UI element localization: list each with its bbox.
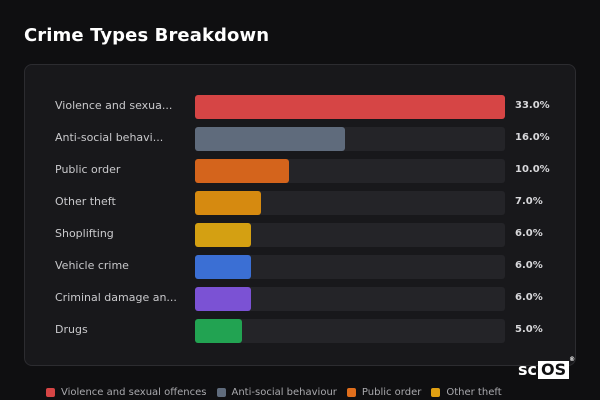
bar-row: Shoplifting 6.0% xyxy=(25,223,575,247)
legend-item[interactable]: Anti-social behaviour xyxy=(216,387,337,398)
bar-category-label: Criminal damage an... xyxy=(55,291,177,304)
logo-registered-mark: ® xyxy=(569,356,576,363)
legend-label: Violence and sexual offences xyxy=(61,387,207,398)
legend-item[interactable]: Public order xyxy=(346,387,422,398)
bar-track xyxy=(195,223,505,247)
bar-track xyxy=(195,255,505,279)
bar-value-label: 6.0% xyxy=(515,228,543,239)
legend-swatch xyxy=(46,388,55,397)
bar[interactable] xyxy=(195,319,242,343)
legend-label: Other theft xyxy=(446,387,502,398)
bar-category-label: Anti-social behavi... xyxy=(55,131,164,144)
bar-row: Public order 10.0% xyxy=(25,159,575,183)
bar-category-label: Public order xyxy=(55,163,121,176)
bar-track xyxy=(195,191,505,215)
legend-swatch xyxy=(216,388,226,397)
bar-value-label: 6.0% xyxy=(515,292,543,303)
legend-swatch xyxy=(431,388,441,397)
logo-sc-text: sc xyxy=(518,360,538,379)
bar-category-label: Drugs xyxy=(55,323,88,336)
legend-item[interactable]: Other theft xyxy=(431,387,502,398)
bar-row: Criminal damage an... 6.0% xyxy=(25,287,575,311)
legend-item[interactable]: Violence and sexual offences xyxy=(46,387,207,398)
bar-track xyxy=(195,159,505,183)
bar[interactable] xyxy=(195,287,251,311)
bar-value-label: 7.0% xyxy=(515,196,543,207)
chart-legend: Violence and sexual offences Anti-social … xyxy=(46,387,512,398)
bar-value-label: 5.0% xyxy=(515,324,543,335)
bar-track xyxy=(195,95,505,119)
bar-row: Anti-social behavi... 16.0% xyxy=(25,127,575,151)
bar[interactable] xyxy=(195,223,251,247)
bar[interactable] xyxy=(195,191,261,215)
bar-track xyxy=(195,287,505,311)
bar-value-label: 10.0% xyxy=(515,164,550,175)
bar-row: Violence and sexua... 33.0% xyxy=(25,95,575,119)
bar-value-label: 16.0% xyxy=(515,132,550,143)
legend-label: Public order xyxy=(361,387,422,398)
chart-panel: Violence and sexua... 33.0% Anti-social be… xyxy=(24,64,576,366)
bar[interactable] xyxy=(195,159,289,183)
bar-category-label: Vehicle crime xyxy=(55,259,129,272)
bar[interactable] xyxy=(195,127,345,151)
legend-swatch xyxy=(346,388,356,397)
bar-value-label: 6.0% xyxy=(515,260,543,271)
bar[interactable] xyxy=(195,255,251,279)
bar-row: Other theft 7.0% xyxy=(25,191,575,215)
bar-category-label: Shoplifting xyxy=(55,227,114,240)
legend-label: Anti-social behaviour xyxy=(231,387,337,398)
chart-title: Crime Types Breakdown xyxy=(24,25,270,46)
bar-value-label: 33.0% xyxy=(515,100,550,111)
bar-row: Drugs 5.0% xyxy=(25,319,575,343)
bar[interactable] xyxy=(195,95,505,119)
scos-logo: sc OS ® xyxy=(518,356,575,379)
logo-os-text: OS xyxy=(538,360,570,379)
bar-row: Vehicle crime 6.0% xyxy=(25,255,575,279)
bar-category-label: Violence and sexua... xyxy=(55,99,173,112)
bar-track xyxy=(195,319,505,343)
bar-category-label: Other theft xyxy=(55,195,116,208)
bar-track xyxy=(195,127,505,151)
